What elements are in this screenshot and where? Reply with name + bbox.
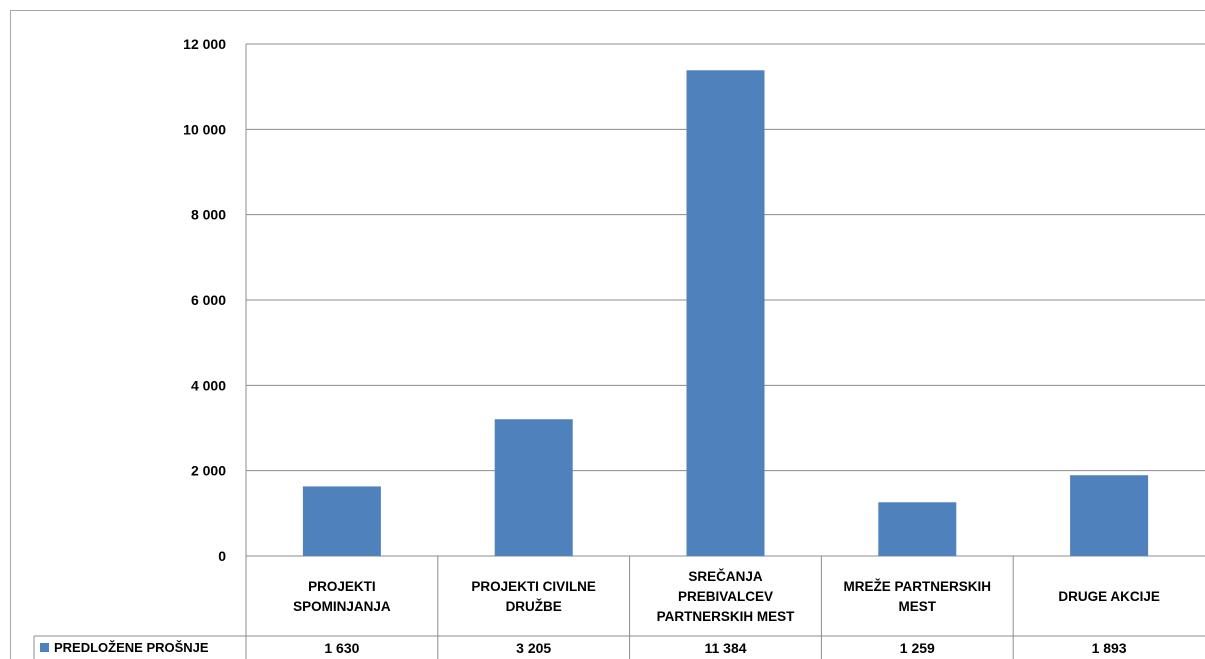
y-tick-label-1: 2 000 — [191, 463, 226, 479]
bar-3 — [878, 502, 957, 556]
category-label-2-2: PARTNERSKIH MEST — [657, 609, 796, 624]
data-table-value-1: 3 205 — [516, 640, 551, 656]
category-label-3-0: MREŽE PARTNERSKIH — [844, 579, 992, 594]
category-label-3-1: MEST — [899, 599, 937, 614]
category-label-1-1: DRUŽBE — [506, 599, 562, 614]
data-table-value-0: 1 630 — [324, 640, 359, 656]
y-tick-label-4: 8 000 — [191, 207, 226, 223]
y-tick-label-3: 6 000 — [191, 292, 226, 308]
data-table-value-4: 1 893 — [1092, 640, 1127, 656]
y-tick-label-6: 12 000 — [183, 36, 226, 52]
y-tick-label-0: 0 — [218, 548, 226, 564]
y-tick-label-2: 4 000 — [191, 377, 226, 393]
bar-1 — [494, 419, 573, 556]
chart-frame — [10, 10, 1205, 659]
category-label-0-0: PROJEKTI — [308, 579, 376, 594]
data-table-value-2: 11 384 — [704, 640, 746, 656]
category-label-2-0: SREČANJA — [688, 569, 763, 584]
y-tick-label-5: 10 000 — [183, 121, 226, 137]
legend-series-name: PREDLOŽENE PROŠNJE — [54, 640, 209, 655]
bar-0 — [302, 486, 381, 556]
category-label-1-0: PROJEKTI CIVILNE — [471, 579, 596, 594]
category-label-2-1: PREBIVALCEV — [678, 589, 773, 604]
category-label-4-0: DRUGE AKCIJE — [1058, 589, 1160, 604]
bar-2 — [686, 70, 765, 557]
bar-4 — [1070, 475, 1149, 556]
data-table-value-3: 1 259 — [900, 640, 935, 656]
category-label-0-1: SPOMINJANJA — [293, 599, 391, 614]
legend-swatch — [40, 643, 49, 652]
